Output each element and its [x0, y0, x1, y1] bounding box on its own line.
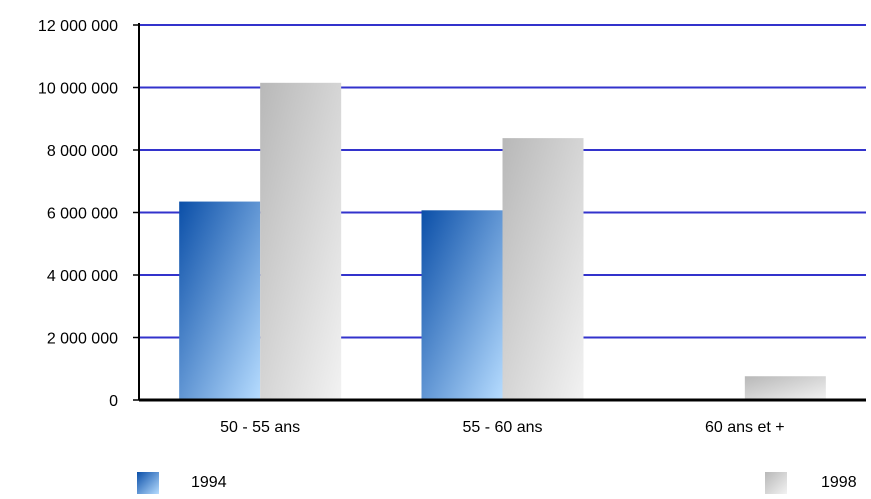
y-tick-label: 10 000 000	[38, 81, 118, 98]
bars	[179, 82, 826, 400]
x-category-label: 50 - 55 ans	[220, 419, 300, 436]
legend-label-1994: 1994	[191, 474, 227, 491]
y-tick-label: 4 000 000	[47, 268, 118, 285]
legend-swatch-1994	[137, 472, 159, 494]
y-axis-ticks: 0 2 000 000 4 000 000 6 000 000 8 000 000 10 …	[38, 18, 118, 410]
axes	[133, 23, 866, 402]
legend-label-1998: 1998	[821, 474, 857, 491]
legend-item-1994: 1994	[137, 472, 227, 494]
y-tick-label: 0	[109, 393, 118, 410]
x-category-label: 55 - 60 ans	[462, 419, 542, 436]
bar-1998	[744, 376, 826, 400]
bar-1994	[421, 210, 503, 400]
y-tick-label: 6 000 000	[47, 206, 118, 223]
bar-1994	[179, 201, 261, 400]
x-axis-labels: 50 - 55 ans 55 - 60 ans 60 ans et +	[220, 419, 785, 436]
bar-1998	[260, 82, 342, 400]
legend-swatch-1998	[765, 472, 787, 494]
bar-1998	[502, 138, 584, 400]
legend-item-1998: 1998	[765, 472, 857, 494]
x-category-label: 60 ans et +	[705, 419, 785, 436]
y-tick-label: 2 000 000	[47, 331, 118, 348]
y-tick-label: 12 000 000	[38, 18, 118, 35]
y-tick-label: 8 000 000	[47, 143, 118, 160]
